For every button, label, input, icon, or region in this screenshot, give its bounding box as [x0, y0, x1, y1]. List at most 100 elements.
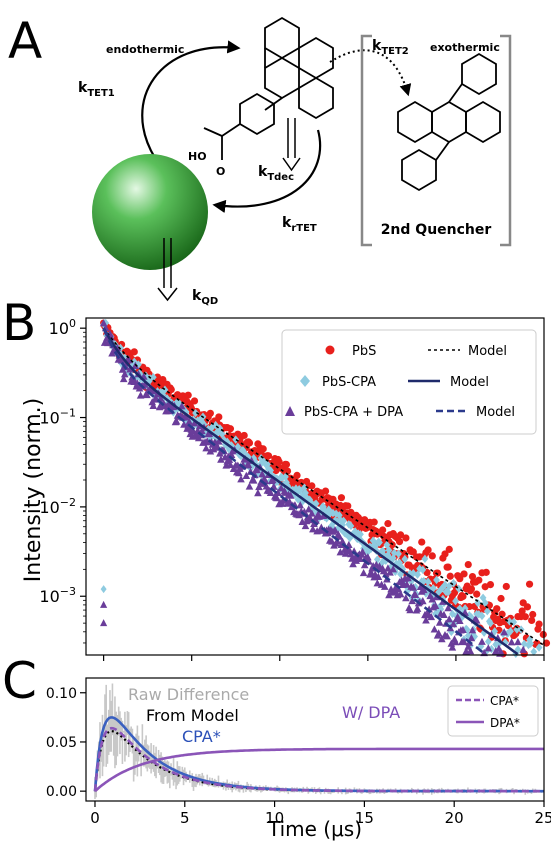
b-point [518, 607, 526, 615]
legend-label-pbs-cpa: PbS-CPA [322, 375, 376, 390]
c-xtick-label: 10 [265, 809, 284, 827]
b-point [215, 437, 223, 445]
b-point [501, 638, 509, 647]
b-point [408, 596, 417, 605]
panel-b-y-axis: 100 10−1 10−2 10−3 [39, 317, 86, 644]
b-point [274, 488, 282, 496]
b-point [467, 585, 476, 593]
b-point [254, 488, 262, 497]
b-point [331, 526, 339, 534]
b-point [245, 482, 254, 490]
ktet2-label: kTET2 [372, 38, 409, 57]
b-point [257, 453, 265, 463]
b-point [225, 455, 234, 463]
b-point [373, 579, 382, 587]
b-point [467, 633, 476, 642]
b-point [359, 568, 368, 577]
b-point [266, 488, 275, 496]
b-point [346, 533, 354, 543]
b-point [259, 445, 267, 453]
annotation-cpa-star: CPA* [182, 727, 221, 746]
b-point [178, 402, 186, 410]
b-ytick-label: 100 [49, 317, 76, 338]
b-point [283, 478, 290, 487]
c-xtick-label: 15 [355, 809, 374, 827]
b-point [277, 484, 285, 492]
b-point [444, 588, 452, 597]
b-point [514, 645, 522, 654]
ktdec-label: kTdec [258, 164, 294, 183]
b-point [466, 647, 475, 655]
b-point [487, 619, 494, 628]
b-point [480, 648, 488, 657]
b-point [237, 475, 245, 483]
b-point [430, 625, 439, 633]
b-model-line [102, 327, 545, 647]
b-point [377, 548, 384, 558]
b-point [424, 609, 432, 617]
b-point [130, 348, 138, 356]
b-point [264, 452, 273, 460]
b-point [218, 429, 226, 439]
b-point [283, 467, 292, 475]
panel-letter-a: A [8, 12, 42, 70]
b-point [473, 590, 481, 598]
b-point [278, 499, 287, 507]
b-point [119, 374, 128, 383]
b-point [402, 593, 410, 602]
b-point [486, 580, 495, 589]
b-point [493, 605, 501, 613]
b-point [321, 487, 330, 495]
b-point [444, 563, 452, 571]
b-ytick-label: 10−1 [39, 407, 76, 428]
c-ytick-label: 0.00 [46, 784, 77, 800]
b-point [530, 647, 538, 656]
b-point [542, 639, 551, 647]
b-point [468, 572, 477, 581]
b-point [202, 444, 210, 452]
b-point [229, 464, 238, 472]
b-point [500, 628, 508, 636]
c-xtick-label: 20 [445, 809, 464, 827]
b-point [384, 550, 392, 560]
b-point [345, 520, 353, 529]
b-point [449, 609, 456, 619]
b-point [380, 582, 389, 590]
b-point [242, 471, 251, 480]
b-point [376, 538, 383, 547]
b-point [301, 521, 310, 530]
b-point [495, 639, 503, 649]
bracket-left [360, 34, 372, 247]
b-point [167, 385, 175, 394]
krtet-arrow [212, 129, 322, 213]
legend-marker-pbs-cpa [300, 375, 310, 387]
b-point [337, 494, 346, 502]
b-point [444, 604, 452, 612]
panel-b-ylabel: Intensity (norm.) [21, 398, 46, 582]
b-point [335, 532, 344, 540]
b-point [483, 606, 491, 616]
b-point [244, 460, 253, 469]
b-point [420, 585, 428, 594]
b-point [463, 625, 471, 634]
b-point [304, 505, 313, 513]
b-point [529, 610, 537, 619]
b-point [190, 397, 199, 405]
b-point [420, 576, 428, 586]
b-point [182, 412, 190, 421]
b-point [434, 629, 443, 637]
b-point [369, 536, 377, 545]
legend-label-pbs: PbS [352, 344, 376, 359]
exothermic-label: exothermic [430, 41, 500, 54]
panel-b: B Intensity (norm.) 100 10−1 10−2 10−3 PbS … [2, 294, 551, 661]
b-point [478, 611, 486, 621]
b-point [249, 476, 258, 484]
b-point [226, 425, 235, 433]
b-point [445, 545, 453, 553]
b-ytick-label: 10−3 [39, 585, 76, 606]
b-point [464, 631, 472, 640]
cpa-molecule [203, 16, 334, 160]
panel-a: A endothermic kTET1 krTET kTET2 exotherm… [8, 12, 512, 307]
b-point [360, 561, 369, 569]
